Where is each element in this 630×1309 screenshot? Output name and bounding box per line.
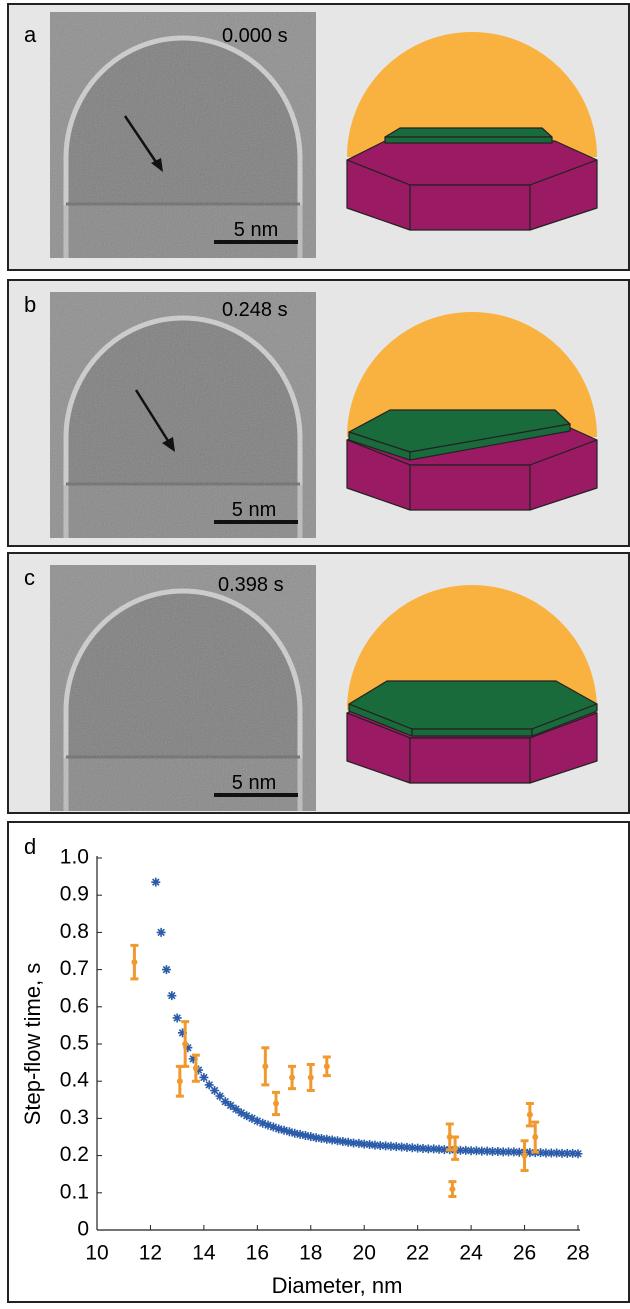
fit-point <box>574 1149 583 1158</box>
data-point <box>289 1074 295 1080</box>
time-label: 0.000 s <box>222 25 288 47</box>
fit-point <box>157 928 166 937</box>
panel-label: a <box>24 22 37 47</box>
data-point <box>324 1063 330 1069</box>
data-point <box>131 959 137 965</box>
panel-b: b 0.248 s 5 nm <box>8 280 629 546</box>
x-tick-label: 10 <box>85 1242 108 1265</box>
data-point <box>262 1063 268 1069</box>
y-tick-label: 0.3 <box>60 1106 89 1129</box>
panel-a: a 0.000 s 5 nm <box>8 4 629 270</box>
y-tick-label: 0.7 <box>60 957 89 980</box>
x-tick-label: 16 <box>246 1242 269 1265</box>
fit-point <box>151 878 160 887</box>
data-point <box>177 1078 183 1084</box>
y-tick-label: 0.2 <box>60 1143 89 1166</box>
y-tick-label: 0.9 <box>60 883 89 906</box>
x-tick-label: 22 <box>406 1242 429 1265</box>
x-tick-label: 26 <box>513 1242 536 1265</box>
scale-label: 5 nm <box>232 772 276 794</box>
data-point <box>308 1074 314 1080</box>
layer-edge <box>385 137 552 143</box>
x-tick-label: 12 <box>139 1242 162 1265</box>
fit-point <box>167 991 176 1000</box>
y-axis-title: Step-flow time, s <box>20 963 45 1126</box>
y-tick-label: 0.4 <box>60 1069 90 1092</box>
y-tick-label: 0 <box>77 1218 89 1241</box>
panel-label: c <box>24 565 35 590</box>
panel-label: d <box>24 834 36 859</box>
x-tick-label: 28 <box>566 1242 589 1265</box>
scale-label: 5 nm <box>234 219 278 241</box>
x-tick-label: 20 <box>353 1242 376 1265</box>
fit-point <box>199 1073 208 1082</box>
x-tick-label: 18 <box>299 1242 322 1265</box>
panel-label: b <box>24 292 36 317</box>
figure: a 0.000 s 5 nm b 0.248 s 5 nm c 0.398 s … <box>0 0 630 1304</box>
time-label: 0.248 s <box>222 299 288 321</box>
layer <box>385 128 552 137</box>
x-axis-title: Diameter, nm <box>272 1273 403 1298</box>
data-point <box>449 1186 455 1192</box>
y-tick-label: 0.5 <box>60 1032 89 1055</box>
data-point <box>522 1153 528 1159</box>
fit-point <box>162 965 171 974</box>
y-tick-label: 0.8 <box>60 920 89 943</box>
y-tick-label: 0.6 <box>60 994 89 1017</box>
data-point <box>452 1145 458 1151</box>
data-point <box>527 1112 533 1118</box>
panel-c: c 0.398 s 5 nm <box>8 553 629 813</box>
data-point <box>193 1065 199 1071</box>
scale-label: 5 nm <box>232 499 276 521</box>
y-tick-label: 1.0 <box>60 846 89 869</box>
data-point <box>532 1134 538 1140</box>
time-label: 0.398 s <box>218 574 284 596</box>
y-tick-label: 0.1 <box>60 1180 89 1203</box>
x-tick-label: 24 <box>459 1242 483 1265</box>
fit-point <box>173 1013 182 1022</box>
data-point <box>273 1101 279 1107</box>
x-tick-label: 14 <box>192 1242 216 1265</box>
data-point <box>182 1041 188 1047</box>
layer-edge <box>412 729 532 736</box>
